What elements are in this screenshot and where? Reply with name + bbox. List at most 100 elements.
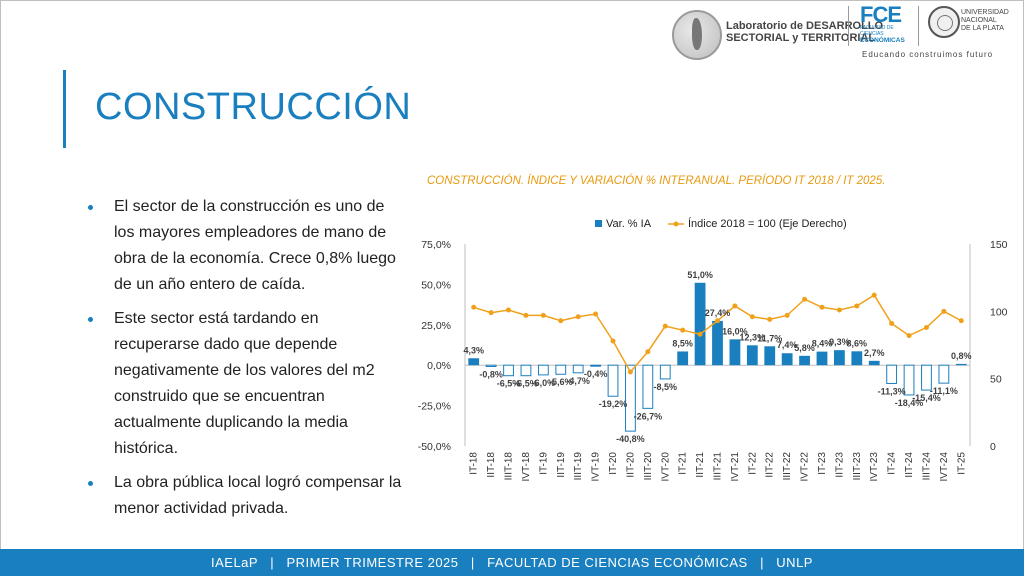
bar-data-label: -11,3% bbox=[878, 386, 906, 396]
bar bbox=[503, 364, 514, 377]
x-tick-label: IIIT-19 bbox=[573, 452, 584, 481]
bar-data-label: -15,4% bbox=[912, 393, 941, 403]
unlp-line3: DE LA PLATA bbox=[961, 25, 1004, 32]
globe-icon bbox=[672, 10, 722, 60]
bar bbox=[642, 364, 654, 409]
bar bbox=[712, 320, 723, 366]
x-tick-label: IIIT-18 bbox=[504, 452, 515, 481]
index-point bbox=[889, 320, 895, 326]
bullet-text: La obra pública local logró compensar la… bbox=[114, 474, 402, 517]
x-tick-label: IIIT-20 bbox=[643, 452, 654, 481]
bar bbox=[781, 353, 793, 366]
footer-bar: IAELaP | PRIMER TRIMESTRE 2025 | FACULTA… bbox=[0, 549, 1024, 576]
logo-divider bbox=[848, 6, 849, 46]
x-tick-label: IVT-22 bbox=[800, 452, 811, 482]
index-point bbox=[715, 318, 720, 324]
bar bbox=[485, 364, 497, 367]
index-point bbox=[610, 338, 616, 344]
bullet-item: La obra pública local logró compensar la… bbox=[86, 470, 406, 522]
index-point bbox=[680, 327, 686, 333]
bullet-item: Este sector está tardando en recuperarse… bbox=[86, 306, 406, 462]
y-right-tick-label: 0 bbox=[990, 441, 996, 453]
index-point bbox=[749, 314, 755, 320]
bullet-text: El sector de la construcción es uno de l… bbox=[114, 198, 396, 293]
x-tick-label: IVT-18 bbox=[521, 452, 532, 482]
x-tick-label: IIT-22 bbox=[765, 452, 776, 478]
x-tick-label: IT-23 bbox=[817, 452, 828, 475]
x-tick-label: IIT-19 bbox=[556, 452, 567, 478]
index-point bbox=[906, 333, 912, 339]
bar-data-label: 7,4% bbox=[777, 340, 798, 350]
bar bbox=[537, 364, 549, 376]
bar-data-label: -8,5% bbox=[654, 382, 678, 392]
bar bbox=[851, 351, 863, 366]
bar bbox=[764, 346, 776, 366]
bar-data-label: 12,3% bbox=[740, 332, 766, 342]
x-tick-label: IVT-24 bbox=[939, 452, 950, 482]
title-accent-bar bbox=[63, 70, 66, 148]
index-point bbox=[540, 312, 546, 318]
bar-data-label: 8,6% bbox=[847, 338, 868, 348]
footer-separator: | bbox=[270, 555, 275, 570]
y-left-tick-label: 25,0% bbox=[421, 320, 451, 332]
bar bbox=[938, 364, 950, 384]
bar-data-label: -6,5% bbox=[497, 379, 521, 389]
index-point bbox=[767, 316, 773, 322]
bar bbox=[590, 364, 602, 367]
lab-name: Laboratorio de DESARROLLO SECTORIAL y TE… bbox=[726, 20, 883, 44]
bar-data-label: 8,5% bbox=[672, 338, 693, 348]
x-tick-label: IVT-19 bbox=[591, 452, 602, 482]
bar bbox=[677, 351, 689, 366]
bar bbox=[921, 364, 932, 391]
y-left-tick-label: -50,0% bbox=[418, 441, 451, 453]
y-left-tick-label: 0,0% bbox=[427, 360, 451, 372]
unlp-name: UNIVERSIDAD NACIONAL DE LA PLATA bbox=[961, 9, 1009, 33]
bar-data-label: 0,8% bbox=[951, 351, 972, 361]
index-point bbox=[627, 369, 633, 375]
index-point bbox=[662, 323, 668, 329]
index-point bbox=[645, 349, 651, 355]
bar-data-label: -4,7% bbox=[566, 376, 590, 386]
legend-bar-swatch bbox=[595, 220, 602, 227]
x-tick-label: IIT-20 bbox=[625, 452, 636, 478]
bar bbox=[607, 364, 619, 397]
lab-name-line2: SECTORIAL y TERRITORIAL bbox=[726, 32, 876, 44]
x-tick-label: IIT-21 bbox=[695, 452, 706, 478]
logo-divider-2 bbox=[918, 6, 919, 46]
x-tick-label: IT-20 bbox=[608, 452, 619, 475]
x-tick-label: IT-21 bbox=[678, 452, 689, 475]
bullet-dot-icon bbox=[88, 205, 93, 210]
bar-data-label: -26,7% bbox=[634, 411, 663, 421]
footer-separator: | bbox=[760, 555, 764, 570]
bar bbox=[694, 282, 706, 366]
index-point bbox=[575, 314, 581, 320]
construction-chart: Var. % IA Índice 2018 = 100 (Eje Derecho)… bbox=[418, 217, 1008, 482]
bar-data-label: -0,4% bbox=[584, 369, 608, 379]
y-right-tick-label: 50 bbox=[990, 374, 1002, 386]
bar bbox=[886, 364, 898, 384]
bar bbox=[903, 364, 915, 396]
bar-data-label: 5,8% bbox=[794, 343, 815, 353]
bar-data-label: 8,4% bbox=[812, 339, 833, 349]
unlp-line2: NACIONAL bbox=[961, 17, 997, 24]
bar bbox=[555, 364, 567, 375]
fce-logo: FCE FACULTAD DE CIENCIAS ECONÓMICAS bbox=[860, 4, 914, 47]
x-tick-label: IT-24 bbox=[887, 452, 898, 475]
bar bbox=[816, 351, 828, 366]
x-tick-label: IT-22 bbox=[747, 452, 758, 475]
footer-item-unlp: UNLP bbox=[776, 555, 813, 570]
lab-logo: Laboratorio de DESARROLLO SECTORIAL y TE… bbox=[668, 8, 883, 60]
x-tick-label: IT-19 bbox=[538, 452, 549, 475]
bar bbox=[833, 350, 845, 366]
lab-name-line1: Laboratorio de DESARROLLO bbox=[726, 20, 884, 32]
y-right-tick-label: 150 bbox=[990, 239, 1008, 251]
bullet-dot-icon bbox=[88, 317, 93, 322]
fce-sub: FACULTAD DE CIENCIAS bbox=[860, 25, 894, 37]
bar-data-label: 9,3% bbox=[829, 337, 850, 347]
index-point bbox=[941, 308, 947, 314]
index-point bbox=[871, 292, 877, 298]
index-point bbox=[558, 318, 564, 324]
index-point bbox=[506, 307, 512, 313]
bullet-item: El sector de la construcción es uno de l… bbox=[86, 194, 406, 298]
bar bbox=[625, 364, 636, 432]
